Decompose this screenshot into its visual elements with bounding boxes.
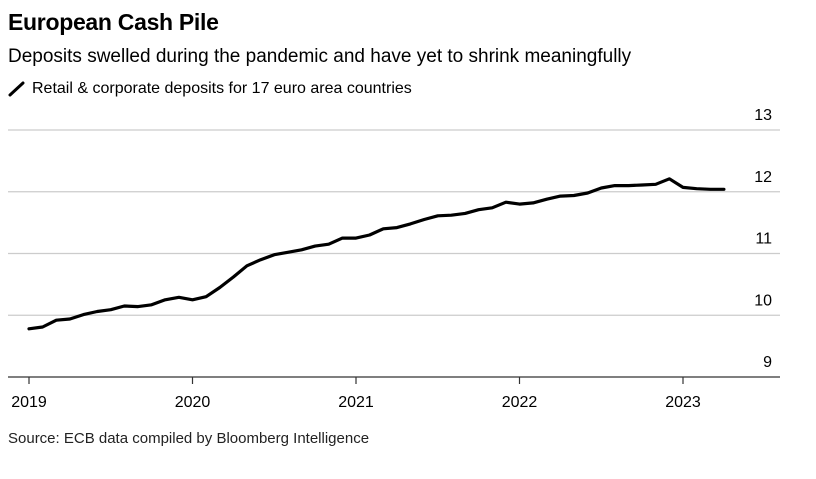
y-tick-label-10: 10 [754,292,772,309]
x-tick-label-2023: 2023 [665,394,701,411]
x-tick-label-2020: 2020 [175,394,211,411]
chart-subtitle: Deposits swelled during the pandemic and… [8,46,632,67]
source-note: Source: ECB data compiled by Bloomberg I… [8,430,370,447]
x-tick-label-2019: 2019 [11,394,47,411]
y-tick-label-13: 13 [754,107,772,124]
legend-label: Retail & corporate deposits for 17 euro … [32,80,412,97]
y-tick-label-12: 12 [754,169,772,186]
y-tick-label-11: 11 [755,231,772,248]
x-tick-label-2021: 2021 [338,394,374,411]
y-tick-label-9: 9 [763,354,772,371]
chart-title: European Cash Pile [8,9,219,35]
x-tick-label-2022: 2022 [502,394,538,411]
legend-line-icon [8,81,25,97]
legend: Retail & corporate deposits for 17 euro … [8,80,412,98]
series-line-deposits [27,177,726,331]
